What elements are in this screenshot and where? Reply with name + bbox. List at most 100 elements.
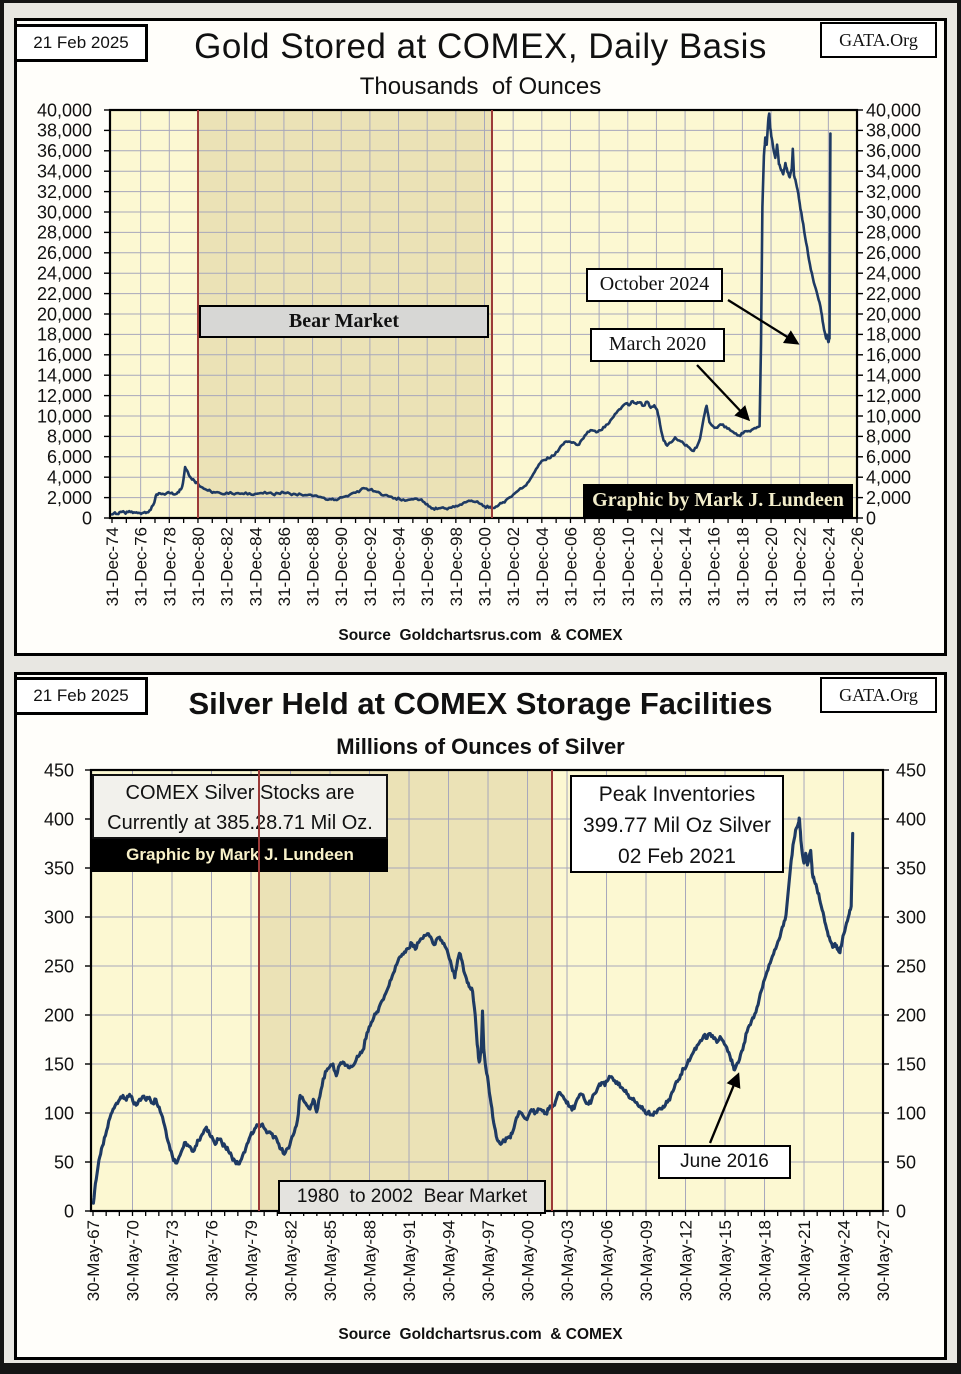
y-axis-label: 22,000 bbox=[37, 284, 92, 304]
y-axis-label: 400 bbox=[44, 809, 74, 829]
y-axis-label: 12,000 bbox=[866, 386, 921, 406]
x-axis-label: 31-Dec-24 bbox=[819, 527, 838, 606]
x-axis-label: 31-Dec-20 bbox=[762, 527, 781, 606]
info-line-2: Currently at 385.28.71 Mil Oz. bbox=[107, 812, 373, 834]
y-axis-label: 26,000 bbox=[37, 243, 92, 263]
y-axis-label: 300 bbox=[896, 907, 926, 927]
peak-line-3: 02 Feb 2021 bbox=[618, 845, 736, 868]
annotation-october-2024: October 2024 bbox=[586, 268, 723, 302]
credit-box: Graphic by Mark J. Lundeen bbox=[92, 839, 388, 872]
x-axis-label: 31-Dec-08 bbox=[590, 527, 609, 606]
x-axis-label: 30-May-00 bbox=[519, 1220, 538, 1301]
y-axis-label: 50 bbox=[54, 1152, 74, 1172]
x-axis-label: 31-Dec-88 bbox=[304, 527, 323, 606]
y-axis-label: 34,000 bbox=[37, 162, 92, 182]
x-axis-label: 30-May-12 bbox=[677, 1220, 696, 1301]
x-axis-label: 31-Dec-10 bbox=[619, 527, 638, 606]
x-axis-label: 31-Dec-06 bbox=[561, 527, 580, 606]
credit-box: Graphic by Mark J. Lundeen bbox=[583, 484, 853, 518]
x-axis-label: 31-Dec-98 bbox=[447, 527, 466, 606]
x-axis-label: 31-Dec-18 bbox=[733, 527, 752, 606]
annotation-june-2016: June 2016 bbox=[658, 1145, 791, 1179]
y-axis-label: 20,000 bbox=[37, 304, 92, 324]
x-axis-label: 30-May-21 bbox=[795, 1220, 814, 1301]
x-axis-label: 31-Dec-26 bbox=[848, 527, 867, 606]
chart-subtitle: Thousands of Ounces bbox=[359, 73, 602, 100]
y-axis-label: 4,000 bbox=[47, 468, 92, 488]
y-axis-label: 8,000 bbox=[47, 427, 92, 447]
x-axis-label: 31-Dec-02 bbox=[504, 527, 523, 606]
y-axis-label: 30,000 bbox=[866, 202, 921, 222]
annotation-arrow bbox=[708, 1072, 741, 1144]
x-axis-label: 31-Dec-14 bbox=[676, 527, 695, 606]
y-axis-label: 20,000 bbox=[866, 304, 921, 324]
peak-line-1: Peak Inventories bbox=[598, 783, 756, 806]
x-axis-label: 30-May-76 bbox=[203, 1220, 222, 1301]
data-line bbox=[91, 816, 855, 1205]
date-box: 21 Feb 2025 bbox=[17, 677, 148, 715]
x-axis-label: 31-Dec-92 bbox=[361, 527, 380, 606]
gata-logo: GATA.Org bbox=[820, 22, 937, 58]
chart-title: Silver Held at COMEX Storage Facilities bbox=[188, 686, 773, 721]
y-axis-label: 30,000 bbox=[37, 202, 92, 222]
y-axis-label: 8,000 bbox=[866, 427, 911, 447]
y-axis-label: 2,000 bbox=[866, 488, 911, 508]
bear-market-boundary-line bbox=[257, 770, 260, 1211]
chart-subtitle: Millions of Ounces of Silver bbox=[336, 734, 625, 759]
y-axis-label: 200 bbox=[44, 1005, 74, 1025]
x-axis-label: 30-May-91 bbox=[400, 1220, 419, 1301]
bear-market-label: 1980 to 2002 Bear Market bbox=[278, 1180, 546, 1214]
y-axis-label: 34,000 bbox=[866, 162, 921, 182]
info-line-1: COMEX Silver Stocks are bbox=[125, 782, 355, 804]
x-axis-label: 31-Dec-90 bbox=[332, 527, 351, 606]
y-axis-label: 450 bbox=[44, 760, 74, 780]
x-axis-label: 31-Dec-84 bbox=[246, 527, 265, 606]
x-axis-label: 30-May-88 bbox=[361, 1220, 380, 1301]
x-axis-label: 30-May-15 bbox=[716, 1220, 735, 1301]
x-axis-label: 31-Dec-94 bbox=[390, 527, 409, 606]
x-axis-label: 31-Dec-22 bbox=[791, 527, 810, 606]
x-axis-label: 30-May-94 bbox=[440, 1220, 459, 1301]
x-axis-label: 31-Dec-12 bbox=[647, 527, 666, 606]
y-axis-label: 32,000 bbox=[37, 182, 92, 202]
y-axis-label: 32,000 bbox=[866, 182, 921, 202]
y-axis-label: 50 bbox=[896, 1152, 916, 1172]
y-axis-label: 2,000 bbox=[47, 488, 92, 508]
y-axis-label: 350 bbox=[896, 858, 926, 878]
y-axis-label: 400 bbox=[896, 809, 926, 829]
bear-market-boundary-line bbox=[551, 770, 554, 1211]
y-axis-label: 22,000 bbox=[866, 284, 921, 304]
chart-title: Gold Stored at COMEX, Daily Basis bbox=[194, 27, 767, 66]
y-axis-label: 250 bbox=[896, 956, 926, 976]
y-axis-label: 6,000 bbox=[47, 447, 92, 467]
peak-inventories-box: Peak Inventories 399.77 Mil Oz Silver 02… bbox=[570, 775, 784, 873]
y-axis-label: 250 bbox=[44, 956, 74, 976]
bear-market-label: Bear Market bbox=[199, 305, 489, 338]
y-axis-label: 16,000 bbox=[37, 345, 92, 365]
data-line bbox=[110, 112, 832, 516]
y-axis-label: 100 bbox=[44, 1103, 74, 1123]
y-axis-label: 16,000 bbox=[866, 345, 921, 365]
peak-line-2: 399.77 Mil Oz Silver bbox=[583, 814, 771, 837]
x-axis-label: 31-Dec-78 bbox=[160, 527, 179, 606]
current-stocks-info-box: COMEX Silver Stocks are Currently at 385… bbox=[92, 774, 388, 839]
x-axis-label: 31-Dec-16 bbox=[705, 527, 724, 606]
date-box: 21 Feb 2025 bbox=[17, 24, 148, 62]
y-axis-label: 36,000 bbox=[866, 141, 921, 161]
x-axis-label: 30-May-67 bbox=[84, 1220, 103, 1301]
y-axis-label: 0 bbox=[82, 508, 92, 528]
y-axis-label: 0 bbox=[896, 1201, 906, 1221]
y-axis-label: 24,000 bbox=[866, 264, 921, 284]
y-axis-label: 18,000 bbox=[37, 325, 92, 345]
y-axis-label: 18,000 bbox=[866, 325, 921, 345]
x-axis-label: 30-May-09 bbox=[637, 1220, 656, 1301]
y-axis-label: 38,000 bbox=[37, 121, 92, 141]
y-axis-label: 350 bbox=[44, 858, 74, 878]
source-line: Source Goldchartsrus.com & COMEX bbox=[338, 1326, 623, 1343]
x-axis-label: 31-Dec-86 bbox=[275, 527, 294, 606]
y-axis-label: 40,000 bbox=[866, 100, 921, 120]
x-axis-label: 30-May-82 bbox=[282, 1220, 301, 1301]
y-axis-label: 200 bbox=[896, 1005, 926, 1025]
x-axis-label: 31-Dec-04 bbox=[533, 527, 552, 606]
y-axis-label: 36,000 bbox=[37, 141, 92, 161]
